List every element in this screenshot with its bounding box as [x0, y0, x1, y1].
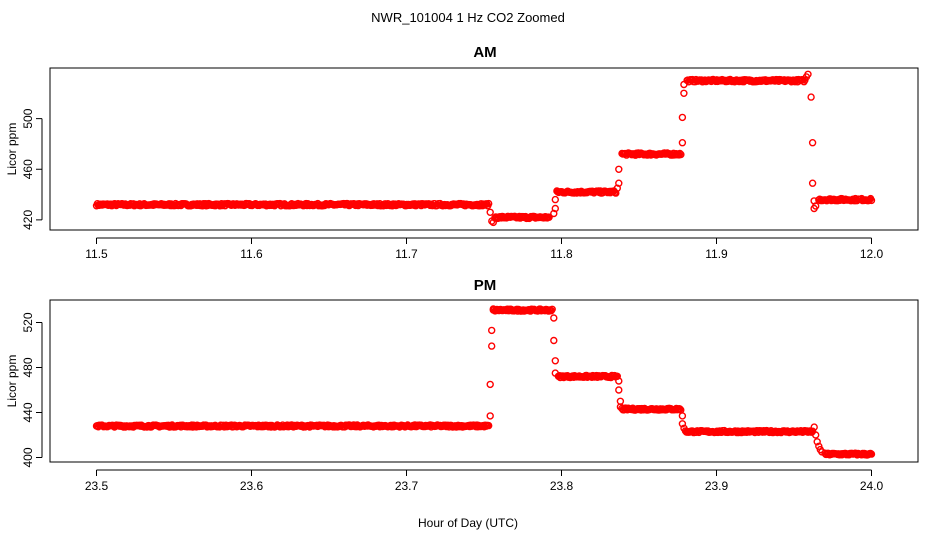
- pm-data-point: [486, 380, 494, 389]
- pm-data-point: [551, 369, 559, 377]
- am-data-point: [812, 202, 820, 210]
- am-y-tick-label: 500: [21, 108, 35, 128]
- pm-data-point: [678, 412, 687, 420]
- am-x-tick-label: 11.6: [240, 247, 263, 261]
- am-data-point: [485, 199, 493, 208]
- pm-data-point: [486, 412, 494, 420]
- am-data-point: [677, 150, 685, 159]
- am-x-tick-label: 11.9: [705, 247, 728, 261]
- am-y-tick-label: 420: [21, 210, 35, 230]
- am-plot-frame: [49, 67, 919, 231]
- pm-x-tick-label: 23.9: [705, 479, 729, 493]
- pm-y-axis-label: Licor ppm: [5, 355, 19, 408]
- am-panel: AM Licor ppm 11.5 11.6 11.7 11.8 11.9 12.0 42…: [5, 44, 919, 261]
- am-data-point: [551, 195, 559, 204]
- am-data-points: [92, 70, 876, 227]
- pm-plot-frame: [49, 299, 919, 463]
- pm-data-point: [550, 336, 558, 345]
- pm-y-tick-label: 480: [21, 357, 35, 377]
- pm-data-point: [489, 305, 497, 313]
- pm-x-ticks: 23.5 23.6 23.7 23.8 23.9 24.0: [85, 469, 884, 493]
- pm-data-point: [678, 420, 687, 428]
- x-axis-label: Hour of Day (UTC): [418, 516, 518, 530]
- pm-data-point: [680, 424, 688, 432]
- pm-y-tick-label: 520: [21, 312, 35, 332]
- figure-title: NWR_101004 1 Hz CO2 Zoomed: [371, 10, 565, 25]
- am-x-tick-label: 11.5: [85, 247, 108, 261]
- am-data-point: [680, 80, 688, 89]
- pm-data-point: [551, 357, 559, 365]
- pm-data-point: [676, 405, 684, 413]
- am-data-point: [867, 196, 876, 205]
- pm-data-point: [813, 438, 821, 446]
- pm-data-point: [615, 377, 623, 385]
- am-data-point: [551, 204, 559, 213]
- pm-data-point: [867, 450, 876, 458]
- am-x-tick-label: 12.0: [860, 247, 884, 261]
- pm-data-point: [550, 314, 558, 322]
- pm-y-tick-label: 400: [21, 447, 35, 467]
- am-data-point: [489, 218, 497, 227]
- am-y-axis-label: Licor ppm: [5, 123, 19, 176]
- pm-y-ticks: 400 440 480 520: [21, 312, 43, 468]
- am-panel-title: AM: [473, 44, 496, 61]
- pm-data-point: [488, 326, 496, 335]
- am-data-point: [808, 138, 817, 147]
- pm-data-point: [810, 423, 818, 431]
- am-data-point: [808, 179, 817, 187]
- am-y-tick-label: 460: [21, 159, 35, 179]
- am-data-point: [486, 208, 494, 217]
- pm-data-point: [616, 403, 625, 411]
- pm-panel: PM Licor ppm 23.5 23.6 23.7 23.8 23.9 24.0 40…: [5, 277, 919, 493]
- am-data-point: [676, 149, 684, 158]
- pm-panel-title: PM: [474, 277, 497, 294]
- pm-data-point: [812, 431, 820, 439]
- am-data-point: [612, 189, 620, 197]
- pm-x-tick-label: 23.6: [240, 479, 264, 493]
- am-data-point: [678, 138, 687, 147]
- pm-x-tick-label: 24.0: [860, 479, 884, 493]
- pm-data-point: [488, 342, 496, 350]
- pm-x-tick-label: 23.7: [395, 479, 419, 493]
- am-data-point: [615, 179, 623, 187]
- am-data-point: [804, 70, 812, 79]
- pm-data-point: [548, 305, 556, 313]
- pm-data-point: [485, 421, 493, 430]
- am-data-point: [807, 93, 815, 101]
- pm-x-tick-label: 23.8: [550, 479, 574, 493]
- pm-data-point: [615, 386, 623, 394]
- pm-y-tick-label: 440: [21, 402, 35, 422]
- am-y-ticks: 420 460 500: [21, 108, 43, 230]
- pm-data-point: [818, 448, 826, 456]
- pm-data-point: [613, 372, 621, 380]
- pm-x-tick-label: 23.5: [85, 479, 109, 493]
- am-data-point: [615, 165, 623, 174]
- am-x-tick-label: 11.7: [395, 247, 418, 261]
- am-x-ticks: 11.5 11.6 11.7 11.8 11.9 12.0: [85, 237, 884, 261]
- am-data-point: [545, 213, 553, 221]
- am-data-point: [488, 217, 496, 225]
- am-data-point: [680, 89, 688, 98]
- am-x-tick-label: 11.8: [550, 247, 573, 261]
- am-data-point: [678, 113, 687, 122]
- pm-data-points: [92, 305, 876, 459]
